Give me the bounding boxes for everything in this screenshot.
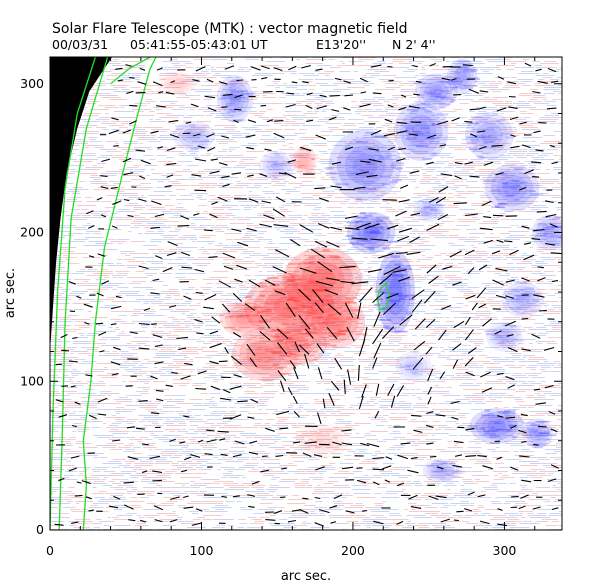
positive-region-0-layer-3 <box>309 269 337 292</box>
positive-region-0-layer-1 <box>291 254 354 306</box>
negative-region-0-layer-1 <box>379 259 411 325</box>
positive-region-6-layer-0 <box>292 146 317 177</box>
observation-latitude: N 2' 4'' <box>392 37 436 52</box>
positive-region-3-layer-3 <box>253 345 277 364</box>
negative-region-0-layer-3 <box>388 277 403 307</box>
positive-region-7-layer-3 <box>172 79 185 88</box>
positive-region-8-layer-1 <box>301 426 344 455</box>
negative-region-3-layer-2 <box>405 114 437 149</box>
positive-region-5-layer-1 <box>278 327 322 361</box>
observation-longitude: E13'20'' <box>316 37 366 52</box>
positive-region-0-layer-0 <box>283 247 363 313</box>
positive-region-7-layer-1 <box>164 74 193 94</box>
negative-region-4-layer-2 <box>424 81 449 102</box>
figure-title: Solar Flare Telescope (MTK) : vector mag… <box>52 21 408 37</box>
positive-region-6-layer-2 <box>297 152 312 170</box>
negative-region-2-layer-0 <box>328 129 402 202</box>
negative-region-2-layer-1 <box>336 137 394 194</box>
negative-region-1-layer-1 <box>352 216 391 249</box>
positive-region-4-layer-2 <box>230 308 258 329</box>
negative-region-1-layer-3 <box>362 225 380 240</box>
plot-area <box>50 57 562 530</box>
positive-region-4-layer-1 <box>224 304 263 333</box>
positive-region-3-layer-0 <box>231 327 299 382</box>
negative-region-1-layer-2 <box>357 220 385 245</box>
negative-polarity-field <box>172 58 562 483</box>
positive-region-8-layer-2 <box>307 430 338 451</box>
positive-region-3-layer-2 <box>246 339 284 370</box>
negative-region-3-layer-1 <box>399 108 443 155</box>
observation-date: 00/03/31 <box>52 37 108 52</box>
positive-region-7-layer-2 <box>168 77 189 91</box>
positive-region-6-layer-1 <box>294 149 314 173</box>
positive-region-7-layer-0 <box>160 71 197 96</box>
positive-region-4-layer-0 <box>219 300 269 337</box>
background-noise-stripes <box>50 57 562 530</box>
negative-region-4-layer-3 <box>429 85 444 98</box>
negative-region-4-layer-0 <box>415 73 458 110</box>
positive-region-2-layer-2 <box>317 306 352 337</box>
positive-region-5-layer-2 <box>284 332 316 356</box>
observation-time-range: 05:41:55-05:43:01 UT <box>130 37 268 52</box>
positive-region-2-layer-3 <box>324 312 346 331</box>
negative-region-1-layer-0 <box>346 211 396 254</box>
negative-region-4-layer-1 <box>419 77 453 106</box>
negative-region-3-layer-0 <box>393 101 449 162</box>
positive-region-6-layer-3 <box>300 156 309 167</box>
positive-region-8-layer-3 <box>313 434 332 447</box>
positive-region-0-layer-2 <box>300 261 345 299</box>
positive-region-5-layer-3 <box>290 336 310 352</box>
positive-region-8-layer-0 <box>295 422 350 459</box>
positive-region-4-layer-3 <box>235 312 253 325</box>
negative-region-3-layer-3 <box>411 121 431 142</box>
